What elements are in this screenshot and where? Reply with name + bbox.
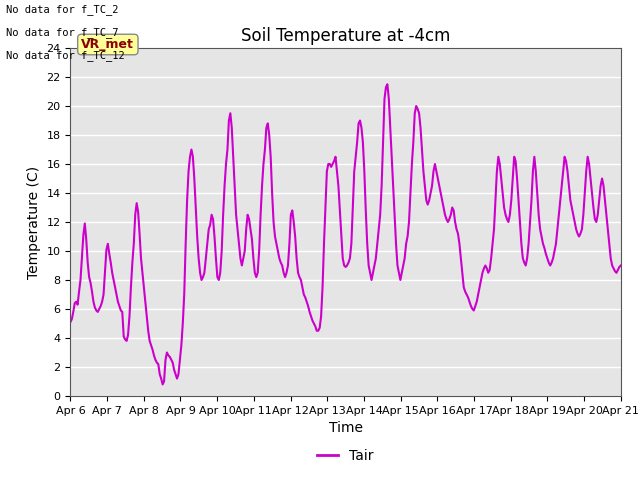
Text: No data for f_TC_7: No data for f_TC_7 xyxy=(6,27,119,38)
Y-axis label: Temperature (C): Temperature (C) xyxy=(27,166,41,278)
X-axis label: Time: Time xyxy=(328,421,363,435)
Text: No data for f_TC_2: No data for f_TC_2 xyxy=(6,4,119,15)
Text: VR_met: VR_met xyxy=(81,38,134,51)
Title: Soil Temperature at -4cm: Soil Temperature at -4cm xyxy=(241,27,451,45)
Text: No data for f_TC_12: No data for f_TC_12 xyxy=(6,50,125,61)
Legend: Tair: Tair xyxy=(312,443,380,468)
